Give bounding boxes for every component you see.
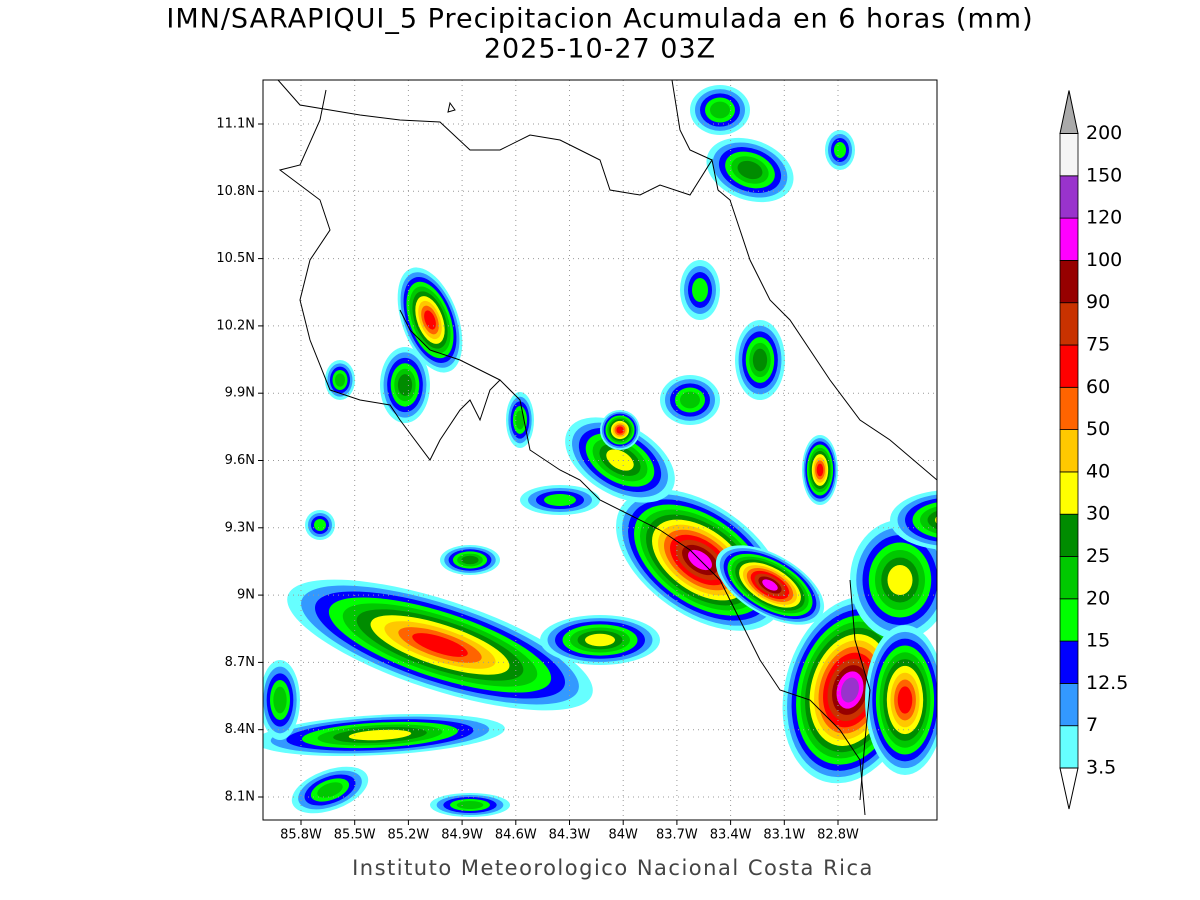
lat-tick-label: 11.1N: [216, 117, 255, 132]
lat-tick-label: 9.6N: [225, 453, 255, 468]
precip-field: [263, 85, 937, 817]
precip-contour: [710, 101, 730, 119]
coastline: [277, 80, 937, 481]
lon-tick-label: 82.8W: [817, 828, 859, 843]
island: [447, 101, 456, 113]
colorbar-segment: [1059, 344, 1079, 388]
colorbar-segment: [1059, 556, 1079, 600]
precip-contour: [616, 426, 624, 434]
colorbar-label: 20: [1086, 587, 1110, 609]
precip-contour: [816, 463, 824, 477]
colorbar-segment: [1059, 471, 1079, 515]
coastlines: [277, 80, 937, 816]
precip-contour: [680, 391, 700, 409]
colorbar-label: 3.5: [1086, 757, 1116, 779]
colorbar-label: 40: [1086, 460, 1110, 482]
colorbar-label: 90: [1086, 291, 1110, 313]
precip-contour: [897, 686, 913, 714]
lon-tick-label: 84W: [608, 828, 638, 843]
precip-contour: [692, 278, 708, 302]
precip-contour: [752, 348, 768, 372]
colorbar-segment: [1059, 429, 1079, 473]
lat-tick-label: 10.2N: [216, 318, 255, 333]
lon-tick-label: 84.9W: [441, 828, 483, 843]
precip-contour: [887, 565, 913, 595]
colorbar-label: 12.5: [1086, 672, 1128, 694]
precip-contour: [314, 519, 326, 531]
precip-contour: [544, 494, 576, 506]
lon-tick-label: 85.8W: [280, 828, 322, 843]
lon-tick-label: 83.7W: [656, 828, 698, 843]
lat-tick-label: 10.5N: [216, 251, 255, 266]
lon-tick-label: 84.6W: [495, 828, 537, 843]
colorbar-label: 15: [1086, 630, 1110, 652]
precip-contour: [762, 579, 778, 591]
lon-tick-label: 83.1W: [763, 828, 805, 843]
colorbar-label: 75: [1086, 334, 1110, 356]
colorbar-segment: [1059, 175, 1079, 219]
colorbar-segment: [1059, 302, 1079, 346]
colorbar-segment: [1059, 725, 1079, 769]
colorbar-segment: [1059, 259, 1079, 304]
precip-contour: [335, 373, 345, 387]
colorbar-segment: [1059, 640, 1079, 684]
colorbar-label: 30: [1086, 503, 1110, 525]
colorbar-label: 200: [1086, 122, 1122, 144]
precip-contour: [461, 555, 479, 565]
footer: Instituto Meteorologico Nacional Costa R…: [352, 856, 874, 880]
precip-contour: [841, 677, 859, 703]
precip-contour: [397, 374, 413, 396]
lat-tick-label: 9.9N: [225, 386, 255, 401]
precip-contour: [348, 729, 412, 741]
precip-contour: [515, 410, 525, 430]
colorbar-segment: [1059, 598, 1079, 642]
lat-tick-label: 8.4N: [225, 722, 255, 737]
precip-contour: [834, 142, 846, 158]
colorbar-segment: [1059, 133, 1079, 177]
lon-tick-label: 85.2W: [387, 828, 429, 843]
precip-contour: [412, 633, 468, 657]
colorbar-segment: [1059, 386, 1079, 430]
colorbar-label: 25: [1086, 545, 1110, 567]
colorbar-label: 150: [1086, 164, 1122, 186]
lat-tick-label: 9N: [237, 588, 255, 603]
border: [849, 579, 871, 801]
precip-contour: [935, 516, 937, 524]
coastline: [399, 309, 501, 381]
lat-tick-label: 9.3N: [225, 520, 255, 535]
border: [671, 80, 713, 161]
colorbar-segment: [1059, 217, 1079, 261]
lat-tick-label: 8.7N: [225, 655, 255, 670]
colorbar-label: 7: [1086, 714, 1098, 736]
precip-contour: [456, 801, 484, 809]
colorbar-label: 120: [1086, 207, 1122, 229]
colorbar-label: 100: [1086, 249, 1122, 271]
colorbar-label: 50: [1086, 418, 1110, 440]
lon-tick-label: 85.5W: [334, 828, 376, 843]
lon-tick-label: 83.4W: [710, 828, 752, 843]
precip-contour: [606, 449, 634, 471]
precip-contour: [424, 310, 436, 330]
colorbar-segment: [1059, 683, 1079, 727]
title: IMN/SARAPIQUI_5 Precipitacion Acumulada …: [166, 4, 1033, 35]
subtitle: 2025-10-27 03Z: [484, 34, 716, 65]
coastline: [278, 89, 866, 816]
lon-tick-label: 84.3W: [549, 828, 591, 843]
grid: 85.8W 85.5W 85.2W 84.9W 84.6W 84.3W 84W 83.7W 83…: [216, 80, 937, 843]
precip-contour: [273, 686, 287, 714]
precip-contour: [317, 782, 343, 798]
colorbar-over: [1059, 90, 1079, 134]
colorbar-segment: [1059, 513, 1079, 557]
precip-contour: [927, 510, 937, 530]
colorbar: 3.5 7 12.5 15 20 25 30 40 50 60 75 90 100 120 150 200: [1059, 90, 1128, 810]
colorbar-under: [1059, 767, 1079, 810]
precip-contour: [737, 160, 763, 180]
precip-contour: [585, 633, 615, 647]
lat-tick-label: 8.1N: [225, 790, 255, 805]
lat-tick-label: 10.8N: [216, 184, 255, 199]
map-frame: [262, 79, 938, 821]
colorbar-label: 60: [1086, 376, 1110, 398]
